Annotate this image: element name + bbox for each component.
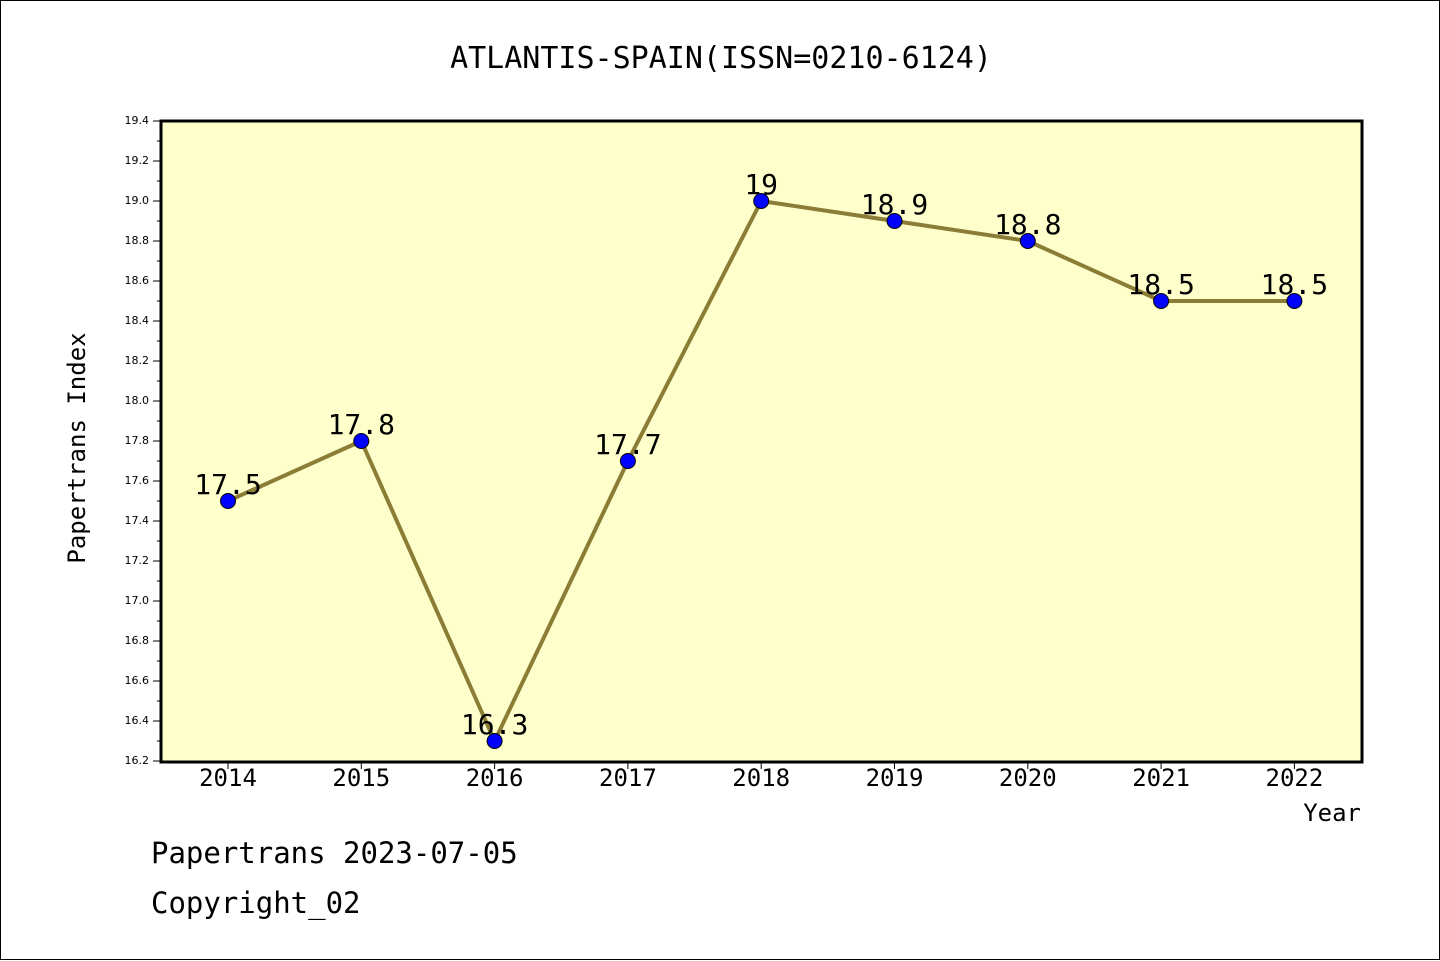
data-label: 17.8 <box>328 408 395 441</box>
footer-date-label: Papertrans 2023-07-05 <box>151 836 518 870</box>
data-label: 19 <box>744 168 778 201</box>
x-axis: 2014 2015 2016 2017 2018 2019 2020 2021 2022 <box>199 761 1323 792</box>
y-tick-label: 18.8 <box>125 234 150 247</box>
data-label: 17.5 <box>194 468 261 501</box>
y-tick-label: 16.2 <box>125 754 150 767</box>
data-point <box>220 493 236 509</box>
y-axis-label: Papertrans Index <box>63 332 91 563</box>
chart-title: ATLANTIS-SPAIN(ISSN=0210-6124) <box>450 41 992 76</box>
x-tick-label: 2016 <box>466 764 524 792</box>
data-label: 18.5 <box>1127 268 1194 301</box>
y-tick-label: 17.0 <box>125 594 150 607</box>
y-tick-label: 17.6 <box>125 474 150 487</box>
data-label: 18.5 <box>1261 268 1328 301</box>
x-tick-label: 2014 <box>199 764 257 792</box>
data-point <box>1019 233 1036 249</box>
series-line-group: 17.5 17.8 16.3 17.7 19 18.9 18.8 18.5 18.5 <box>194 168 1328 749</box>
x-axis-label: Year <box>1303 799 1361 827</box>
y-tick-label: 17.4 <box>125 514 150 527</box>
y-tick-label: 19.2 <box>125 154 150 167</box>
data-label: 18.8 <box>994 208 1061 241</box>
data-label: 17.7 <box>594 428 661 461</box>
data-point <box>1153 293 1170 309</box>
y-tick-label: 16.8 <box>125 634 150 647</box>
x-tick-label: 2021 <box>1132 764 1190 792</box>
data-point <box>886 213 903 229</box>
data-point <box>619 453 636 469</box>
x-tick-label: 2020 <box>999 764 1057 792</box>
y-tick-label: 18.0 <box>125 394 150 407</box>
footer-copyright-label: Copyright_02 <box>151 886 361 920</box>
data-point <box>753 193 770 209</box>
y-tick-label: 19.0 <box>125 194 150 207</box>
x-tick-label: 2019 <box>866 764 924 792</box>
data-label: 18.9 <box>861 188 928 221</box>
data-point <box>486 733 503 749</box>
x-tick-label: 2015 <box>332 764 390 792</box>
x-tick-label: 2022 <box>1266 764 1324 792</box>
y-tick-label: 17.8 <box>125 434 150 447</box>
x-tick-label: 2018 <box>732 764 790 792</box>
y-tick-label: 16.4 <box>125 714 150 727</box>
y-tick-label: 19.4 <box>125 114 150 127</box>
y-tick-label: 18.4 <box>125 314 150 327</box>
y-tick-label: 18.2 <box>125 354 150 367</box>
data-label: 16.3 <box>461 708 528 741</box>
y-tick-label: 16.6 <box>125 674 150 687</box>
x-tick-label: 2017 <box>599 764 657 792</box>
plot-area <box>159 119 1364 764</box>
y-tick-label: 17.2 <box>125 554 150 567</box>
y-tick-label: 18.6 <box>125 274 150 287</box>
data-point <box>1286 293 1303 309</box>
data-point <box>353 433 370 449</box>
y-axis: 16.2 16.4 16.6 16.8 17.0 17.2 17.4 17.6 17.8 18.0… <box>125 114 161 767</box>
